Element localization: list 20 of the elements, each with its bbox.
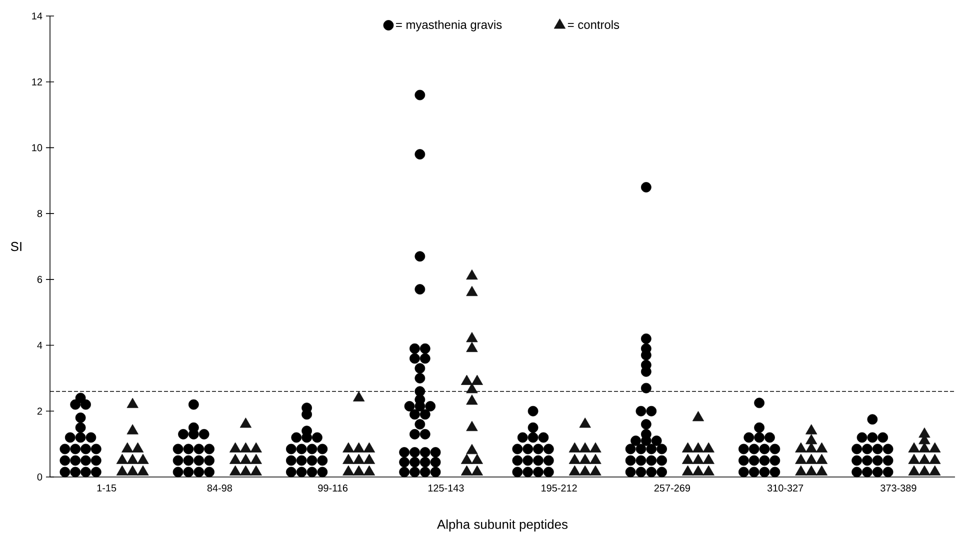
x-axis-title: Alpha subunit peptides bbox=[437, 519, 568, 532]
y-tick-label: 14 bbox=[32, 12, 42, 20]
x-tick-label: 373-389 bbox=[880, 484, 916, 492]
legend-label: = myasthenia gravis bbox=[396, 20, 502, 32]
x-tick-label: 195-212 bbox=[542, 484, 577, 492]
y-tick-label: 12 bbox=[32, 78, 42, 86]
y-tick-label: 8 bbox=[37, 210, 42, 218]
x-tick-label: 84-98 bbox=[207, 484, 232, 492]
x-tick-label: 310-327 bbox=[767, 484, 804, 492]
x-tick-label: 99-116 bbox=[318, 484, 348, 492]
y-tick-label: 6 bbox=[37, 276, 42, 283]
y-axis-title: SI bbox=[10, 242, 22, 252]
y-tick-label: 10 bbox=[32, 144, 42, 152]
x-tick-label: 125-143 bbox=[428, 484, 464, 492]
y-tick-label: 4 bbox=[37, 342, 42, 349]
x-tick-label: 1-15 bbox=[97, 484, 116, 492]
y-tick-label: 0 bbox=[37, 473, 42, 481]
y-tick-label: 2 bbox=[37, 408, 42, 415]
x-tick-label: 257-269 bbox=[654, 484, 690, 492]
legend-label: = controls bbox=[568, 20, 620, 29]
